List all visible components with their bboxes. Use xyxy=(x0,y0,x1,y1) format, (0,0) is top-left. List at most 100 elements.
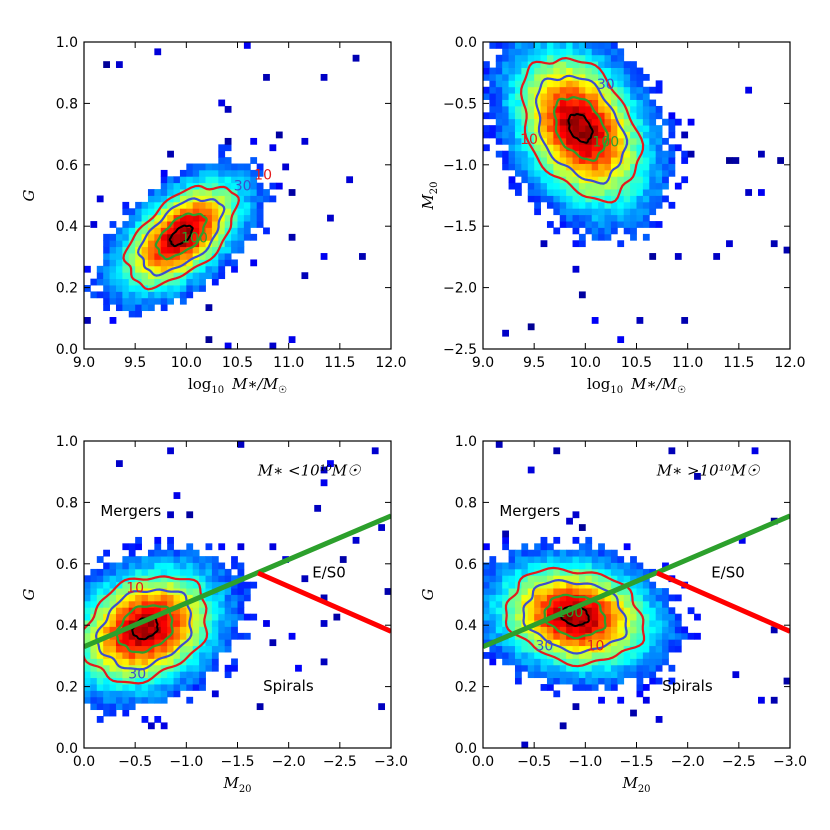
density-cell xyxy=(320,594,328,602)
density-cell xyxy=(610,581,618,589)
density-cell xyxy=(489,42,497,49)
density-cell xyxy=(598,54,605,62)
density-cell xyxy=(546,176,554,184)
density-cell xyxy=(179,607,187,615)
density-cell xyxy=(514,131,522,139)
density-cell xyxy=(103,272,110,280)
density-cell xyxy=(527,112,535,120)
density-cell xyxy=(320,620,328,627)
density-cell xyxy=(141,600,149,608)
x-tick-label: 10.0 xyxy=(570,355,601,371)
density-cell xyxy=(604,157,612,164)
density-cell xyxy=(585,607,593,615)
density-cell xyxy=(514,67,522,75)
density-cell xyxy=(154,677,162,685)
density-cell xyxy=(115,227,123,235)
density-cell xyxy=(572,80,580,88)
density-cell xyxy=(559,105,567,113)
density-cell xyxy=(630,645,637,653)
density-cell xyxy=(585,163,593,171)
density-cell xyxy=(256,703,264,711)
density-cell xyxy=(192,677,200,685)
density-cell xyxy=(630,131,637,139)
density-cell xyxy=(546,99,554,107)
density-cell xyxy=(211,620,219,627)
density-cell xyxy=(115,568,123,576)
density-cell xyxy=(578,201,586,209)
density-cell xyxy=(578,240,586,248)
density-cell xyxy=(521,93,529,100)
density-cell xyxy=(495,441,503,448)
density-cell xyxy=(237,568,245,576)
contour-line xyxy=(567,113,594,144)
density-cell xyxy=(115,684,123,691)
density-cell xyxy=(495,562,503,570)
density-cell xyxy=(135,291,142,299)
density-cell xyxy=(636,150,644,158)
density-cell xyxy=(617,639,625,647)
density-cell xyxy=(141,581,149,589)
density-cell xyxy=(192,658,200,666)
density-cell xyxy=(630,671,637,679)
density-cell xyxy=(320,253,328,260)
density-cell xyxy=(591,93,599,100)
density-cell xyxy=(218,163,226,171)
density-cell xyxy=(103,664,110,672)
density-cell xyxy=(630,182,637,190)
density-cell xyxy=(540,594,548,602)
density-cell xyxy=(128,233,136,241)
density-cell xyxy=(115,61,123,68)
density-cell xyxy=(243,594,251,602)
density-cell xyxy=(630,607,637,615)
y-tick-label: 0.2 xyxy=(56,680,78,696)
density-cell xyxy=(649,118,657,126)
density-cell xyxy=(642,208,650,216)
density-cell xyxy=(591,684,599,691)
density-cell xyxy=(534,549,541,557)
contour-line xyxy=(136,197,226,277)
density-cell xyxy=(167,285,174,292)
density-cell xyxy=(598,169,605,177)
density-cell xyxy=(591,639,599,647)
density-cell xyxy=(84,588,91,595)
density-cell xyxy=(243,169,251,177)
density-cell xyxy=(521,163,529,171)
density-cell xyxy=(604,568,612,576)
density-cell xyxy=(674,632,682,640)
density-cell xyxy=(109,613,117,621)
contour-line xyxy=(560,605,590,628)
density-cell xyxy=(623,157,631,164)
density-cell xyxy=(610,227,618,235)
density-cell xyxy=(84,613,91,621)
density-cell xyxy=(642,594,650,602)
merger-boundary-line xyxy=(483,513,790,649)
density-cell xyxy=(147,265,155,273)
density-cell xyxy=(192,233,200,241)
density-cell xyxy=(636,105,644,113)
y-tick-label: 0.6 xyxy=(56,158,78,174)
density-cell xyxy=(122,265,130,273)
density-cell xyxy=(617,588,625,595)
density-cell xyxy=(154,259,162,267)
density-cell xyxy=(122,208,130,216)
density-cell xyxy=(495,632,503,640)
x-tick-label: −2.5 xyxy=(323,754,357,770)
density-cell xyxy=(598,112,605,120)
density-cell xyxy=(135,568,142,576)
density-cell xyxy=(231,163,238,171)
density-cell xyxy=(636,677,644,685)
density-cell xyxy=(320,658,328,666)
density-cell xyxy=(540,240,548,248)
density-cell xyxy=(604,620,612,627)
density-cell xyxy=(483,607,490,615)
density-cell xyxy=(147,189,155,196)
density-cell xyxy=(109,253,117,260)
y-tick-label: 0.4 xyxy=(455,618,477,634)
density-cell xyxy=(483,632,490,640)
density-cell xyxy=(90,632,98,640)
density-cell xyxy=(154,575,162,583)
density-cell xyxy=(540,195,548,203)
density-cell xyxy=(636,690,644,698)
density-cell xyxy=(141,201,149,209)
density-cell xyxy=(160,304,168,312)
